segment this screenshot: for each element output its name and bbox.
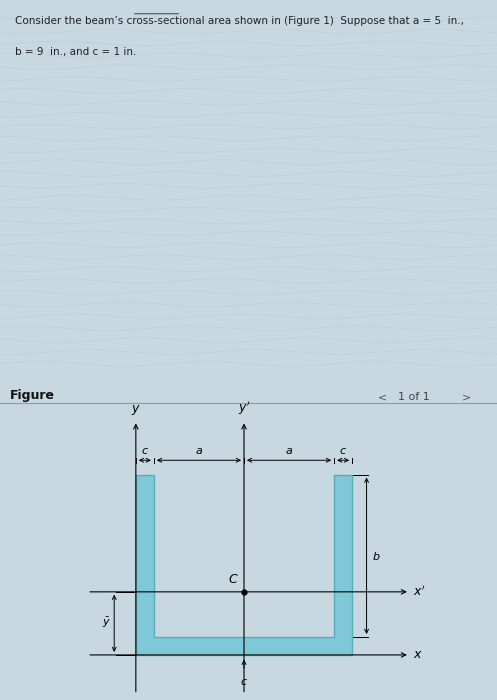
Text: $b$: $b$ [372,550,381,562]
Text: <: < [378,392,387,402]
Text: $c$: $c$ [339,446,347,456]
Text: $x'$: $x'$ [414,584,426,599]
Text: $\bar{y}$: $\bar{y}$ [101,616,111,631]
Text: Figure: Figure [10,389,55,402]
Text: $C$: $C$ [228,573,239,587]
Text: $c$: $c$ [141,446,149,456]
Polygon shape [136,475,352,655]
Text: 1 of 1: 1 of 1 [398,392,429,402]
Text: $x$: $x$ [414,648,423,662]
Text: $y'$: $y'$ [238,400,250,417]
Text: $a$: $a$ [195,446,203,456]
Text: $c$: $c$ [240,677,248,687]
Text: >: > [462,392,472,402]
Text: Consider the beam’s cross-sectional area shown in (Figure 1)  Suppose that a = 5: Consider the beam’s cross-sectional area… [15,16,464,26]
Text: $y$: $y$ [131,403,141,417]
Text: $a$: $a$ [285,446,293,456]
Text: b = 9  in., and c = 1 in.: b = 9 in., and c = 1 in. [15,48,136,57]
